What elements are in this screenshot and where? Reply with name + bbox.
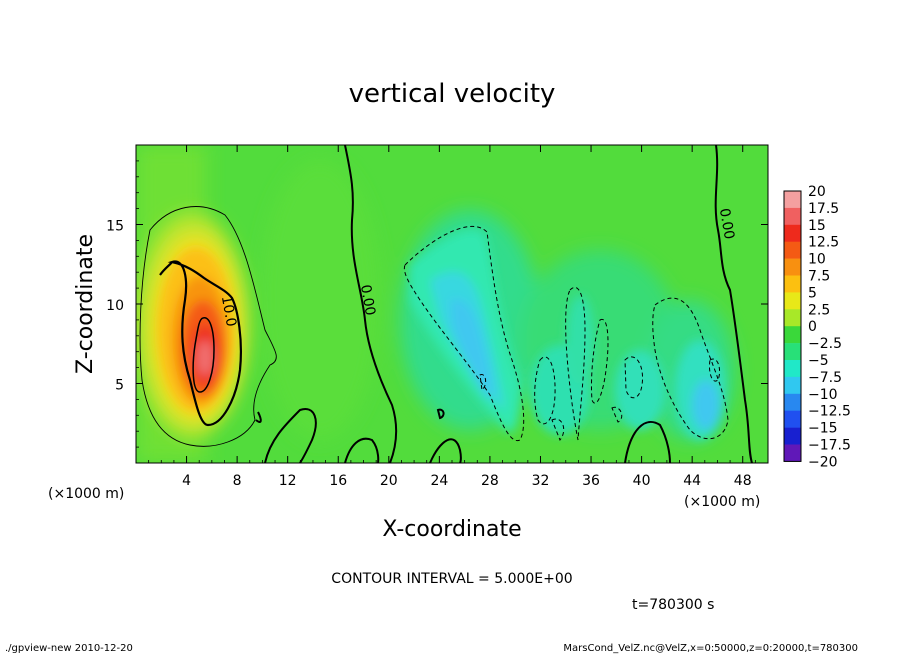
colorbar-swatch-16 xyxy=(784,444,801,462)
x-tick-label-4: 20 xyxy=(380,473,398,489)
contour-0f xyxy=(624,420,671,463)
x-tick-label-9: 40 xyxy=(633,473,651,489)
x-tick-label-3: 16 xyxy=(329,473,347,489)
contour-0c xyxy=(264,408,317,463)
contour-neg5b xyxy=(652,297,729,440)
x-tick-label-7: 32 xyxy=(532,473,550,489)
contour-neg5g xyxy=(709,358,721,382)
colorbar-swatch-0 xyxy=(784,191,801,209)
colorbar-swatch-1 xyxy=(784,207,801,226)
x-unit-right: (×1000 m) xyxy=(684,494,760,510)
colorbar-swatch-7 xyxy=(784,309,801,327)
chart-title: vertical velocity xyxy=(349,79,556,109)
y-tick-label-0: 5 xyxy=(115,378,124,394)
x-unit-left: (×1000 m) xyxy=(48,486,124,502)
contour-neg5c xyxy=(565,287,586,441)
colorbar-label-12: −10 xyxy=(808,387,838,403)
colorbar-swatch-13 xyxy=(784,410,801,428)
x-tick-label-0: 4 xyxy=(182,473,191,489)
colorbar-label-15: −17.5 xyxy=(808,438,851,454)
x-tick-label-11: 48 xyxy=(734,473,752,489)
colorbar-label-14: −15 xyxy=(808,421,838,437)
contour-10 xyxy=(159,260,242,427)
time-stamp: t=780300 s xyxy=(632,597,714,613)
contour-0h xyxy=(436,408,445,420)
y-tick-label-2: 15 xyxy=(106,219,124,235)
contour-neg5f xyxy=(624,356,644,399)
colorbar-label-6: 5 xyxy=(808,285,817,301)
x-tick-label-1: 8 xyxy=(233,473,242,489)
contour-label-1: 0.00 xyxy=(357,283,378,316)
colorbar-swatch-9 xyxy=(784,343,801,361)
contour-neg5e xyxy=(590,318,609,404)
colorbar-swatch-4 xyxy=(784,258,801,276)
x-axis-label: X-coordinate xyxy=(382,517,521,542)
colorbar-swatch-6 xyxy=(784,292,801,310)
contour-5 xyxy=(139,206,277,447)
contour-neg5a xyxy=(403,226,525,442)
footer-left: ./gpview-new 2010-12-20 xyxy=(5,643,133,654)
y-tick-label-1: 10 xyxy=(106,298,124,314)
contour-neg5j xyxy=(611,406,623,423)
y-axis-label: Z-coordinate xyxy=(73,234,98,374)
colorbar-swatch-12 xyxy=(784,393,801,411)
colorbar-swatch-3 xyxy=(784,241,801,259)
colorbar-label-2: 15 xyxy=(808,218,826,234)
colorbar-label-11: −7.5 xyxy=(808,370,842,386)
colorbar-label-13: −12.5 xyxy=(808,404,851,420)
colorbar-label-8: 0 xyxy=(808,319,817,335)
contour-lines xyxy=(139,145,753,463)
colorbar-label-4: 10 xyxy=(808,252,826,268)
contour-15 xyxy=(192,317,215,393)
colorbar-swatch-2 xyxy=(784,224,801,242)
colorbar-label-9: −2.5 xyxy=(808,336,842,352)
x-tick-label-5: 24 xyxy=(430,473,448,489)
colorbar-label-10: −5 xyxy=(808,353,829,369)
colorbar-swatch-14 xyxy=(784,427,801,445)
contour-neg5h xyxy=(479,374,487,391)
colorbar-label-5: 7.5 xyxy=(808,269,830,285)
heatmap-field xyxy=(136,145,768,463)
colorbar-label-16: −20 xyxy=(808,454,838,470)
colorbar-swatch-5 xyxy=(784,275,801,293)
contour-0g xyxy=(255,411,262,423)
contour-0e xyxy=(429,438,462,463)
colorbar-swatch-11 xyxy=(784,376,801,395)
contour-0b xyxy=(714,145,753,463)
colorbar-label-7: 2.5 xyxy=(808,302,830,318)
contour-0d xyxy=(344,437,380,463)
colorbar-label-1: 17.5 xyxy=(808,201,839,217)
colorbar-label-3: 12.5 xyxy=(808,235,839,251)
contour-neg5d xyxy=(534,356,556,425)
contour-labels: 10.0 0.00 0.00 xyxy=(218,207,737,328)
contour-label-0: 10.0 xyxy=(218,295,239,328)
colorbar-frame xyxy=(783,190,802,462)
x-tick-label-2: 12 xyxy=(279,473,297,489)
x-tick-label-8: 36 xyxy=(582,473,600,489)
colorbar-swatch-10 xyxy=(784,360,801,378)
x-tick-label-6: 28 xyxy=(481,473,499,489)
colorbar: 2017.51512.5107.552.50−2.5−5−7.5−10−12.5… xyxy=(783,184,851,470)
contour-neg5i xyxy=(551,418,565,441)
contour-0a xyxy=(344,145,398,463)
contour-label-2: 0.00 xyxy=(716,207,737,240)
colorbar-swatch-8 xyxy=(784,326,801,344)
colorbar-label-0: 20 xyxy=(808,184,826,200)
contour-interval: CONTOUR INTERVAL = 5.000E+00 xyxy=(331,571,572,587)
x-tick-label-10: 44 xyxy=(683,473,701,489)
footer-right: MarsCond_VelZ.nc@VelZ,x=0:50000,z=0:2000… xyxy=(563,643,858,654)
